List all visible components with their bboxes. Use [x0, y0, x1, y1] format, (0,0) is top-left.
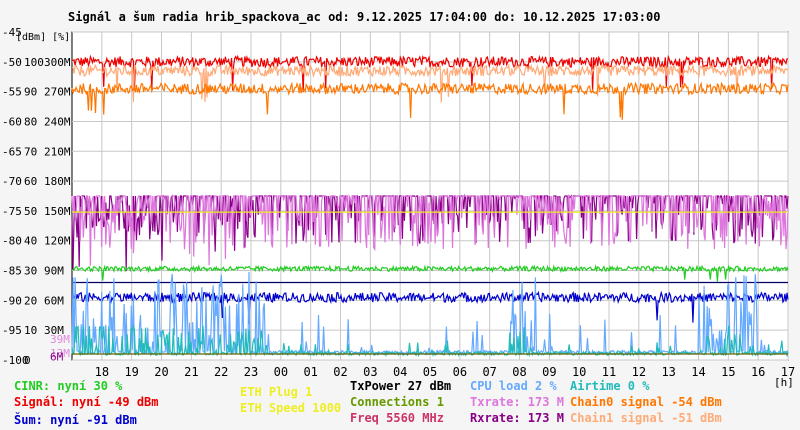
y-tick-label-pct: 100	[24, 56, 44, 69]
legend-item: Rxrate: 173 M	[470, 411, 564, 425]
x-tick-label: 01	[303, 365, 317, 379]
y-tick-label-rate: 180M	[44, 175, 71, 188]
y-tick-label-dbm: -70	[2, 175, 22, 188]
x-tick-label: 19	[124, 365, 138, 379]
legend-item: CPU load 2 %	[470, 379, 557, 393]
legend-item: Chain0 signal -54 dBm	[570, 395, 722, 409]
y-tick-label-rate: 270M	[44, 86, 71, 99]
y-tick-label-dbm: -55	[2, 86, 22, 99]
series-line-cinr	[71, 264, 789, 282]
x-tick-label: 18	[95, 365, 109, 379]
x-tick-label: 00	[274, 365, 288, 379]
legend-item: Šum: nyní -91 dBm	[14, 413, 137, 427]
y-tick-label-pct: 0	[24, 354, 31, 367]
y-tick-label-pct: 40	[24, 235, 37, 248]
x-tick-label: 03	[363, 365, 377, 379]
x-tick-label: 23	[244, 365, 258, 379]
y-tick-label-rate: 60M	[44, 294, 64, 307]
y-tick-label-rate: 300M	[44, 56, 71, 69]
x-tick-label: 04	[393, 365, 407, 379]
y-tick-label-pct: 50	[24, 205, 37, 218]
x-tick-label: 08	[512, 365, 526, 379]
y-tick-label-dbm: -100	[2, 354, 29, 367]
x-tick-label: 06	[453, 365, 467, 379]
legend-item: Chain1 signal -51 dBm	[570, 411, 722, 425]
x-tick-label: 12	[632, 365, 646, 379]
x-tick-label: 21	[184, 365, 198, 379]
x-axis-unit: [h]	[774, 376, 794, 389]
x-tick-label: 20	[154, 365, 168, 379]
y-tick-label-rate: 30M	[44, 324, 64, 337]
x-tick-label: 14	[691, 365, 705, 379]
y-tick-label-dbm: -65	[2, 145, 22, 158]
series-line-airtime	[71, 324, 789, 358]
y-tick-label-pct: 30	[24, 265, 37, 278]
y-tick-label-pct: 70	[24, 145, 37, 158]
y-extra-rate-label: 13M	[50, 347, 70, 360]
y-extra-rate-label: 6M	[50, 350, 64, 363]
y-tick-label-pct: 80	[24, 115, 37, 128]
legend-item: Airtime 0 %	[570, 379, 650, 393]
chart-title: Signál a šum radia hrib_spackova_ac od: …	[68, 10, 661, 24]
y-axis-units: [dBm] [%]	[16, 32, 70, 43]
y-tick-label-dbm: -95	[2, 324, 22, 337]
x-tick-label: 22	[214, 365, 228, 379]
legend-item: Txrate: 173 M	[470, 395, 564, 409]
y-tick-label-pct: 10	[24, 324, 37, 337]
y-tick-label-rate: 90M	[44, 265, 64, 278]
legend-item: CINR: nyní 30 %	[14, 379, 123, 393]
series-line--um	[71, 290, 789, 324]
x-tick-label: 15	[721, 365, 735, 379]
y-tick-label-rate: 210M	[44, 145, 71, 158]
y-tick-label-rate: 150M	[44, 205, 71, 218]
y-tick-label-rate: 240M	[44, 115, 71, 128]
legend-item: Connections 1	[350, 395, 444, 409]
legend-item: ETH Plug 1	[240, 385, 313, 399]
y-extra-rate-label: 39M	[50, 333, 70, 346]
x-tick-label: 11	[602, 365, 616, 379]
x-tick-label: 17	[781, 365, 795, 379]
x-tick-label: 13	[661, 365, 675, 379]
y-tick-label-dbm: -90	[2, 294, 22, 307]
y-tick-label-rate: 120M	[44, 235, 71, 248]
legend-item: TxPower 27 dBm	[350, 379, 452, 393]
series-line-chain0-signal	[71, 81, 789, 120]
y-tick-label-pct: 60	[24, 175, 37, 188]
legend-item: Signál: nyní -49 dBm	[14, 395, 159, 409]
y-tick-label-dbm: -80	[2, 235, 22, 248]
series-line-chain1-signal	[71, 63, 789, 103]
y-tick-label-pct: 90	[24, 86, 37, 99]
legend-item: ETH Speed 1000	[240, 401, 342, 415]
y-tick-label-dbm: -45	[2, 26, 22, 39]
x-tick-label: 10	[572, 365, 586, 379]
x-tick-label: 09	[542, 365, 556, 379]
x-tick-label: 16	[751, 365, 765, 379]
legend-item: Freq 5560 MHz	[350, 411, 444, 425]
y-tick-label-pct: 20	[24, 294, 37, 307]
y-tick-label-dbm: -75	[2, 205, 22, 218]
y-tick-label-dbm: -50	[2, 56, 22, 69]
series-line-sign-l	[71, 54, 788, 93]
y-tick-label-dbm: -60	[2, 115, 22, 128]
x-tick-label: 02	[333, 365, 347, 379]
x-tick-label: 05	[423, 365, 437, 379]
y-tick-label-dbm: -85	[2, 265, 22, 278]
x-tick-label: 07	[482, 365, 496, 379]
series-line-txrate	[71, 193, 789, 266]
